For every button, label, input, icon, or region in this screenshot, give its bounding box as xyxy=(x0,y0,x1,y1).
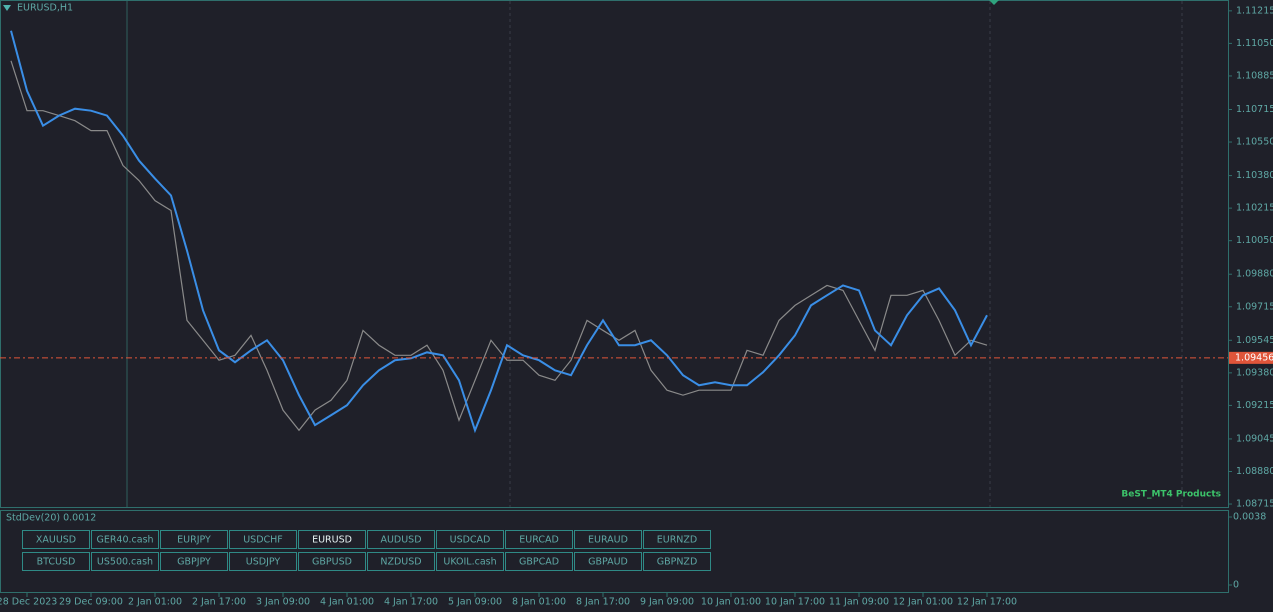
x-tick-label: 5 Jan 09:00 xyxy=(448,597,502,608)
x-tick-label: 29 Dec 09:00 xyxy=(59,597,123,608)
y-tick-label: 1.10050 xyxy=(1236,235,1273,246)
y-tick-label: 0.0038 xyxy=(1233,512,1266,523)
symbol-button[interactable] xyxy=(643,552,711,571)
symbol-button[interactable] xyxy=(367,552,435,571)
symbol-button-label[interactable]: EURNZD xyxy=(657,535,698,546)
symbol-button-label[interactable]: US500.cash xyxy=(97,557,153,568)
symbol-button-label[interactable]: USDCHF xyxy=(243,535,283,546)
symbol-button-label[interactable]: EURUSD xyxy=(312,535,352,546)
x-tick-label: 4 Jan 01:00 xyxy=(320,597,374,608)
symbol-button-label[interactable]: GBPUSD xyxy=(312,557,352,568)
y-tick-label: 1.10380 xyxy=(1236,170,1273,181)
y-tick-label: 1.10885 xyxy=(1236,70,1273,81)
indicator-frame xyxy=(0,510,1229,593)
chart-title: EURUSD,H1 xyxy=(17,3,73,14)
x-tick-label: 4 Jan 17:00 xyxy=(384,597,438,608)
symbol-button[interactable] xyxy=(436,552,504,571)
symbol-button[interactable] xyxy=(91,530,159,549)
x-tick-label: 8 Jan 17:00 xyxy=(576,597,630,608)
y-tick-label: 1.11050 xyxy=(1236,38,1273,49)
symbol-button-label[interactable]: GER40.cash xyxy=(96,535,153,546)
annotation: BeST_MT4 Products xyxy=(1121,490,1221,500)
symbol-button-label[interactable]: GBPNZD xyxy=(657,557,698,568)
symbol-button-label[interactable]: GBPJPY xyxy=(177,557,211,568)
indicator-label: StdDev(20) 0.0012 xyxy=(6,513,96,524)
symbol-button[interactable] xyxy=(574,552,642,571)
symbol-button[interactable] xyxy=(367,530,435,549)
symbol-button[interactable] xyxy=(91,552,159,571)
x-tick-label: 2 Jan 01:00 xyxy=(128,597,182,608)
symbol-button-label[interactable]: XAUUSD xyxy=(36,535,76,546)
symbol-button[interactable] xyxy=(436,530,504,549)
price-line xyxy=(10,60,988,432)
marker-icon xyxy=(989,0,999,5)
collapse-icon[interactable] xyxy=(3,5,11,11)
y-tick-label: 1.10715 xyxy=(1236,104,1273,115)
symbol-button[interactable] xyxy=(229,552,297,571)
symbol-button[interactable] xyxy=(160,552,228,571)
symbol-button-label[interactable]: USDCAD xyxy=(450,535,491,546)
symbol-button[interactable] xyxy=(160,530,228,549)
x-tick-label: 2 Jan 17:00 xyxy=(192,597,246,608)
x-tick-label: 12 Jan 01:00 xyxy=(893,597,953,608)
y-tick-label: 1.09215 xyxy=(1236,400,1273,411)
y-tick-label: 0 xyxy=(1233,580,1239,591)
symbol-button[interactable] xyxy=(505,552,573,571)
y-tick-label: 1.10550 xyxy=(1236,137,1273,148)
current-price-box xyxy=(1229,351,1273,364)
symbol-button-label[interactable]: NZDUSD xyxy=(380,557,421,568)
x-tick-label: 28 Dec 2023 xyxy=(0,597,57,608)
symbol-button[interactable] xyxy=(298,552,366,571)
symbol-button-label[interactable]: AUDUSD xyxy=(380,535,421,546)
symbol-button[interactable] xyxy=(298,530,366,549)
symbol-button[interactable] xyxy=(22,552,90,571)
y-tick-label: 1.09545 xyxy=(1236,335,1273,346)
symbol-button-label[interactable]: USDJPY xyxy=(246,557,281,568)
x-tick-label: 11 Jan 09:00 xyxy=(829,597,889,608)
symbol-buttons: XAUUSD GER40.cash EURJPY USDCHF EURUSD AUDUSD… xyxy=(22,530,711,571)
symbol-button[interactable] xyxy=(643,530,711,549)
symbol-button-label[interactable]: EURJPY xyxy=(177,535,211,546)
x-tick-label: 8 Jan 01:00 xyxy=(512,597,566,608)
symbol-button[interactable] xyxy=(574,530,642,549)
symbol-button[interactable] xyxy=(229,530,297,549)
y-tick-label: 1.09880 xyxy=(1236,269,1273,280)
symbol-button-label[interactable]: GBPCAD xyxy=(519,557,559,568)
symbol-button-label[interactable]: UKOIL.cash xyxy=(443,557,496,568)
symbol-button[interactable] xyxy=(22,530,90,549)
y-tick-label: 1.11215 xyxy=(1236,5,1273,16)
y-tick-label: 1.09045 xyxy=(1236,433,1273,444)
y-tick-label: 1.09715 xyxy=(1236,301,1273,312)
symbol-button-label[interactable]: GBPAUD xyxy=(588,557,628,568)
symbol-button-label[interactable]: BTCUSD xyxy=(37,557,76,568)
x-tick-label: 9 Jan 09:00 xyxy=(640,597,694,608)
symbol-button[interactable] xyxy=(505,530,573,549)
x-tick-label: 10 Jan 17:00 xyxy=(765,597,825,608)
x-tick-label: 12 Jan 17:00 xyxy=(957,597,1017,608)
y-tick-label: 1.08715 xyxy=(1236,499,1273,510)
y-tick-label: 1.10215 xyxy=(1236,203,1273,214)
y-tick-label: 1.09380 xyxy=(1236,367,1273,378)
symbol-button-label[interactable]: EURCAD xyxy=(519,535,559,546)
x-tick-label: 10 Jan 01:00 xyxy=(701,597,761,608)
current-price-label: 1.09456 xyxy=(1235,352,1273,363)
main-frame xyxy=(0,0,1229,508)
y-tick-label: 1.08880 xyxy=(1236,466,1273,477)
price-line xyxy=(10,30,988,434)
symbol-button-label[interactable]: EURAUD xyxy=(588,535,628,546)
x-tick-label: 3 Jan 09:00 xyxy=(256,597,310,608)
